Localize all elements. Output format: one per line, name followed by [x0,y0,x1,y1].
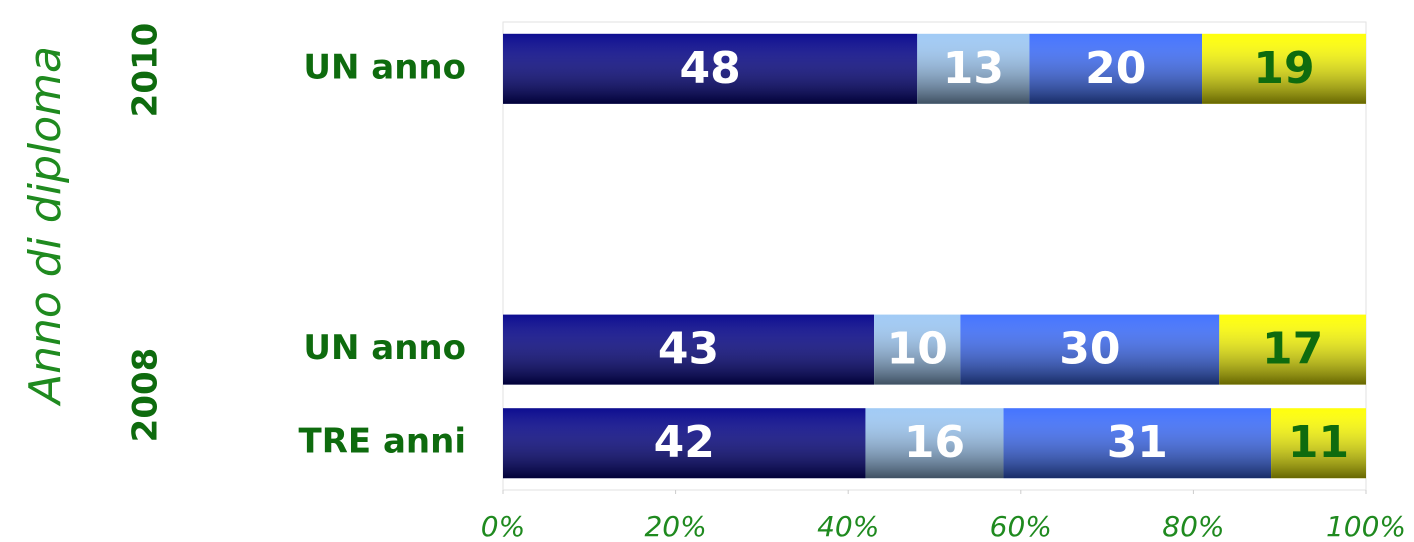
category-label: TRE anni [299,422,466,462]
plot-frame [502,21,1367,491]
x-tick-label: 40% [817,510,879,542]
data-label: 42 [654,417,715,468]
bar-shade [503,408,866,479]
data-label: 17 [1262,324,1323,375]
x-tick-label: 0% [481,510,525,542]
group-label: 2010 [126,23,166,118]
bar-shade [1202,33,1366,104]
data-label: 48 [680,43,741,94]
bar-shade [960,314,1220,385]
bar-shade [874,314,961,385]
x-tick-label: 60% [990,510,1052,542]
data-label: 19 [1253,43,1314,94]
data-label: 10 [887,324,948,375]
bar-shade [503,33,918,104]
bar-shade [1271,408,1366,479]
x-tick-label: 100% [1326,510,1406,542]
data-label: 31 [1107,417,1168,468]
data-label: 13 [943,43,1004,94]
data-label: 43 [658,324,719,375]
x-tick-label: 80% [1162,510,1224,542]
data-label: 11 [1288,417,1349,468]
data-label: 30 [1059,324,1120,375]
x-tick-label: 20% [644,510,706,542]
bar-shade [1219,314,1366,385]
bar-shade [1029,33,1203,104]
y-axis-label: Anno di diploma [20,46,71,407]
bar-shade [865,408,1004,479]
bar-shade [503,314,875,385]
category-label: UN anno [303,328,466,368]
data-label: 20 [1085,43,1146,94]
data-label: 16 [904,417,965,468]
bar-shade [1003,408,1272,479]
category-label: UN anno [303,47,466,87]
group-label: 2008 [126,348,166,443]
bar-shade [917,33,1030,104]
